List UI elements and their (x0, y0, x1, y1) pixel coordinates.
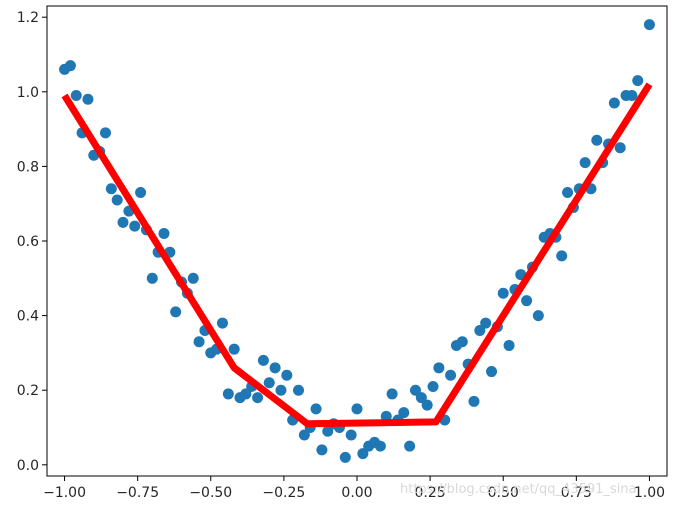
x-tick-label: 0.25 (415, 485, 446, 501)
y-tick-label: 1.2 (17, 10, 39, 26)
scatter-point (380, 410, 392, 422)
scatter-point (222, 388, 234, 400)
x-tick-label: −0.75 (116, 485, 159, 501)
scatter-point (521, 295, 533, 307)
scatter-point (357, 448, 369, 460)
scatter-point (263, 377, 275, 389)
scatter-point (427, 380, 439, 392)
x-tick-label: −1.00 (43, 485, 86, 501)
scatter-point (117, 216, 129, 228)
scatter-point (591, 134, 603, 146)
scatter-point (111, 194, 123, 206)
y-tick-label: 1.0 (17, 85, 39, 101)
scatter-point (70, 90, 82, 102)
scatter-point (579, 157, 591, 169)
scatter-point (404, 440, 416, 452)
scatter-point (503, 339, 515, 351)
x-tick-label: 1.00 (634, 485, 665, 501)
y-tick-label: 0.2 (17, 383, 39, 399)
plot-frame (46, 5, 668, 477)
scatter-point (252, 392, 264, 404)
watermark: https://blog.csdn.net/qq_43591_sina (400, 482, 637, 497)
scatter-point (293, 384, 305, 396)
fit-series (61, 82, 653, 428)
scatter-point (474, 325, 486, 337)
scatter-point (445, 369, 457, 381)
scatter-point (99, 127, 111, 139)
x-tick-label: 0.00 (341, 485, 372, 501)
scatter-point (415, 392, 427, 404)
scatter-point (298, 429, 310, 441)
scatter-point (456, 336, 468, 348)
scatter-point (64, 60, 76, 72)
scatter-point (281, 369, 293, 381)
x-tick-label: −0.25 (262, 485, 305, 501)
scatter-point (632, 75, 644, 87)
x-tick-label: 0.75 (561, 485, 592, 501)
scatter-point (228, 343, 240, 355)
scatter-point (497, 287, 509, 299)
x-tick-label: −0.50 (189, 485, 232, 501)
scatter-point (216, 317, 228, 329)
scatter-point (316, 444, 328, 456)
scatter-point (351, 403, 363, 415)
scatter-point (339, 451, 351, 463)
scatter-point (562, 187, 574, 199)
y-tick-label: 0.8 (17, 159, 39, 175)
y-tick-label: 0.4 (17, 309, 39, 325)
x-axis-ticks: −1.00 −0.75 −0.50 −0.25 0.00 0.25 0.50 0.75 1.00 (43, 476, 665, 501)
scatter-point (322, 425, 334, 437)
scatter-point (135, 187, 147, 199)
scatter-point (398, 407, 410, 419)
scatter-point (643, 19, 655, 31)
scatter-point (486, 366, 498, 378)
scatter-point (187, 272, 199, 284)
y-axis-ticks: 0.0 0.2 0.4 0.6 0.8 1.0 1.2 (17, 10, 47, 474)
scatter-point (129, 220, 141, 232)
scatter-point (146, 272, 158, 284)
scatter-point (626, 90, 638, 102)
scatter-point (240, 388, 252, 400)
scatter-point (468, 395, 480, 407)
scatter-point (170, 306, 182, 318)
scatter-point (480, 317, 492, 329)
scatter-point (82, 93, 94, 105)
scatter-point (310, 403, 322, 415)
scatter-point (105, 183, 117, 195)
scatter-point (614, 142, 626, 154)
scatter-point (158, 228, 170, 240)
scatter-point (433, 362, 445, 374)
scatter-point (386, 388, 398, 400)
scatter-point (275, 384, 287, 396)
y-tick-label: 0.0 (17, 458, 39, 474)
scatter-point (193, 336, 205, 348)
scatter-point (374, 440, 386, 452)
scatter-point (556, 250, 568, 262)
y-tick-label: 0.6 (17, 234, 39, 250)
scatter-series (59, 19, 655, 463)
scatter-point (269, 362, 281, 374)
x-tick-label: 0.50 (488, 485, 519, 501)
plot-area (47, 6, 667, 476)
fit-line (61, 82, 653, 428)
scatter-point (608, 97, 620, 109)
scatter-point (532, 310, 544, 322)
scatter-point (257, 354, 269, 366)
scatter-point (345, 429, 357, 441)
scatter-point (409, 384, 421, 396)
scatter-point (421, 399, 433, 411)
